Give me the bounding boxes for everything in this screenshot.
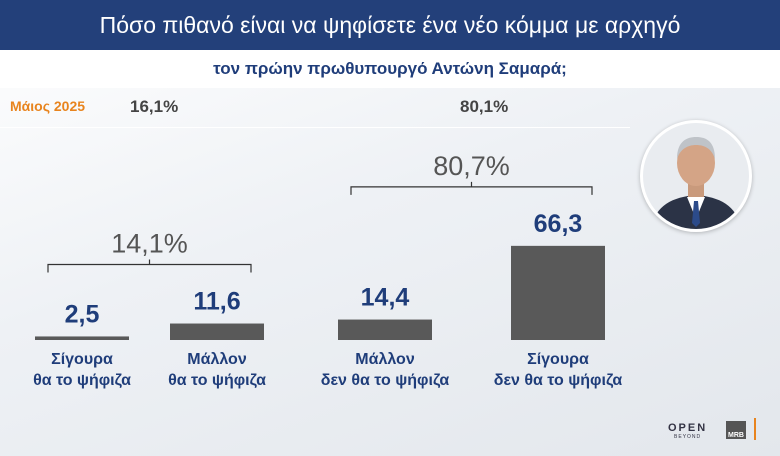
total-no: 80,1% [460,97,509,116]
category-label: θα το ψήφιζα [168,372,266,389]
bar [35,336,129,340]
category-label: Σίγουρα [527,351,589,368]
accent-bar [754,418,756,440]
open-beyond-logo: OPEN BEYOND [668,422,708,440]
chart-subtitle: τον πρώην πρωθυπουργό Αντώνη Σαμαρά; [0,50,780,88]
category-label: δεν θα το ψήφιζα [494,372,623,389]
bar [170,323,264,340]
value-label: 14,4 [361,284,410,312]
group-label: 80,7% [433,151,510,181]
category-label: Μάλλον [355,351,415,368]
mrb-logo: MRB [726,421,746,439]
bar [338,319,432,340]
category-label: Σίγουρα [51,351,113,368]
politician-photo [640,120,752,232]
category-label: θα το ψήφιζα [33,372,131,389]
group-bracket [47,259,252,273]
value-label: 66,3 [534,210,583,238]
total-yes: 16,1% [130,97,179,116]
bar-chart: 2,5 Σίγουρα θα το ψήφιζα 11,6 Μάλλον θα το ψή… [33,151,623,389]
divider [0,127,630,128]
period-label: Μάιος 2025 [10,98,86,114]
group-label: 14,1% [111,229,188,259]
chart-title: Πόσο πιθανό είναι να ψηφίσετε ένα νέο κό… [0,0,780,50]
value-label: 2,5 [65,300,100,328]
category-label: Μάλλον [187,351,247,368]
period-row: Μάιος 2025 16,1% 80,1% [0,94,640,124]
bar [511,245,605,340]
group-bracket [350,181,593,195]
category-label: δεν θα το ψήφιζα [321,372,450,389]
value-label: 11,6 [193,288,240,316]
